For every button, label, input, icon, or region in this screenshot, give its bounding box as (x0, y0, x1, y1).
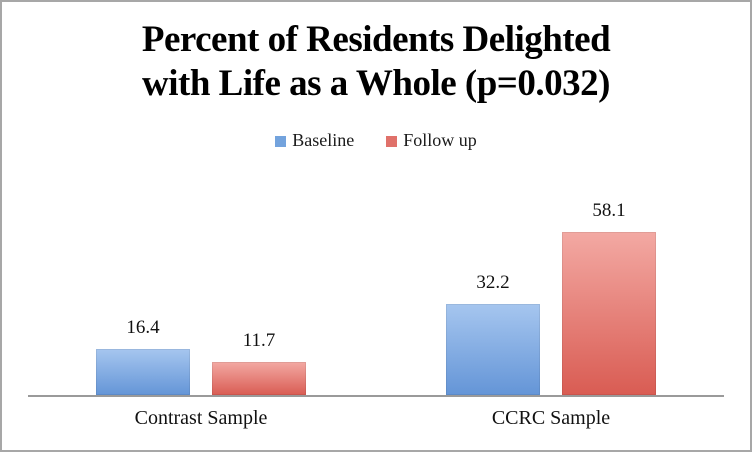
category-label-ccrc-sample: CCRC Sample (491, 407, 611, 429)
legend: Baseline Follow up (2, 130, 750, 150)
category-label-contrast-sample: Contrast Sample (134, 407, 268, 429)
bar-wrap-follow-up-ccrc-sample: 58.1 (562, 200, 656, 395)
bar-follow-up-ccrc-sample (562, 232, 656, 395)
legend-swatch-icon-baseline (275, 135, 287, 147)
category-axis-labels: Contrast Sample CCRC Sample (26, 395, 726, 430)
chart-title: Percent of Residents Delighted with Life… (2, 18, 750, 106)
bar-value-label-follow-up-contrast-sample: 11.7 (242, 330, 276, 351)
legend-label-baseline: Baseline (292, 129, 355, 150)
bar-group-contrast-sample: 16.4 11.7 (26, 317, 376, 395)
bar-value-label-baseline-ccrc-sample: 32.2 (476, 272, 510, 293)
bar-group-ccrc-sample: 32.2 58.1 (376, 200, 726, 395)
legend-item-follow-up: Follow up (386, 130, 477, 151)
bar-baseline-contrast-sample (96, 349, 190, 395)
bar-follow-up-contrast-sample (212, 362, 306, 395)
bar-value-label-baseline-contrast-sample: 16.4 (126, 317, 160, 338)
bar-value-label-follow-up-ccrc-sample: 58.1 (592, 200, 626, 221)
bar-groups: 16.4 11.7 32.2 58.1 (26, 170, 726, 395)
bar-wrap-baseline-ccrc-sample: 32.2 (446, 272, 540, 395)
legend-label-follow-up: Follow up (403, 129, 477, 150)
legend-item-baseline: Baseline (275, 130, 354, 151)
bar-wrap-baseline-contrast-sample: 16.4 (96, 317, 190, 395)
plot-area: 16.4 11.7 32.2 58.1 (26, 170, 726, 397)
legend-swatch-icon-follow-up (386, 135, 398, 147)
bar-wrap-follow-up-contrast-sample: 11.7 (212, 330, 306, 395)
bar-baseline-ccrc-sample (446, 304, 540, 395)
chart-title-line-1: Percent of Residents Delighted (141, 19, 611, 60)
x-axis-line (28, 395, 724, 397)
chart-title-line-2: with Life as a Whole (p=0.032) (142, 63, 610, 104)
